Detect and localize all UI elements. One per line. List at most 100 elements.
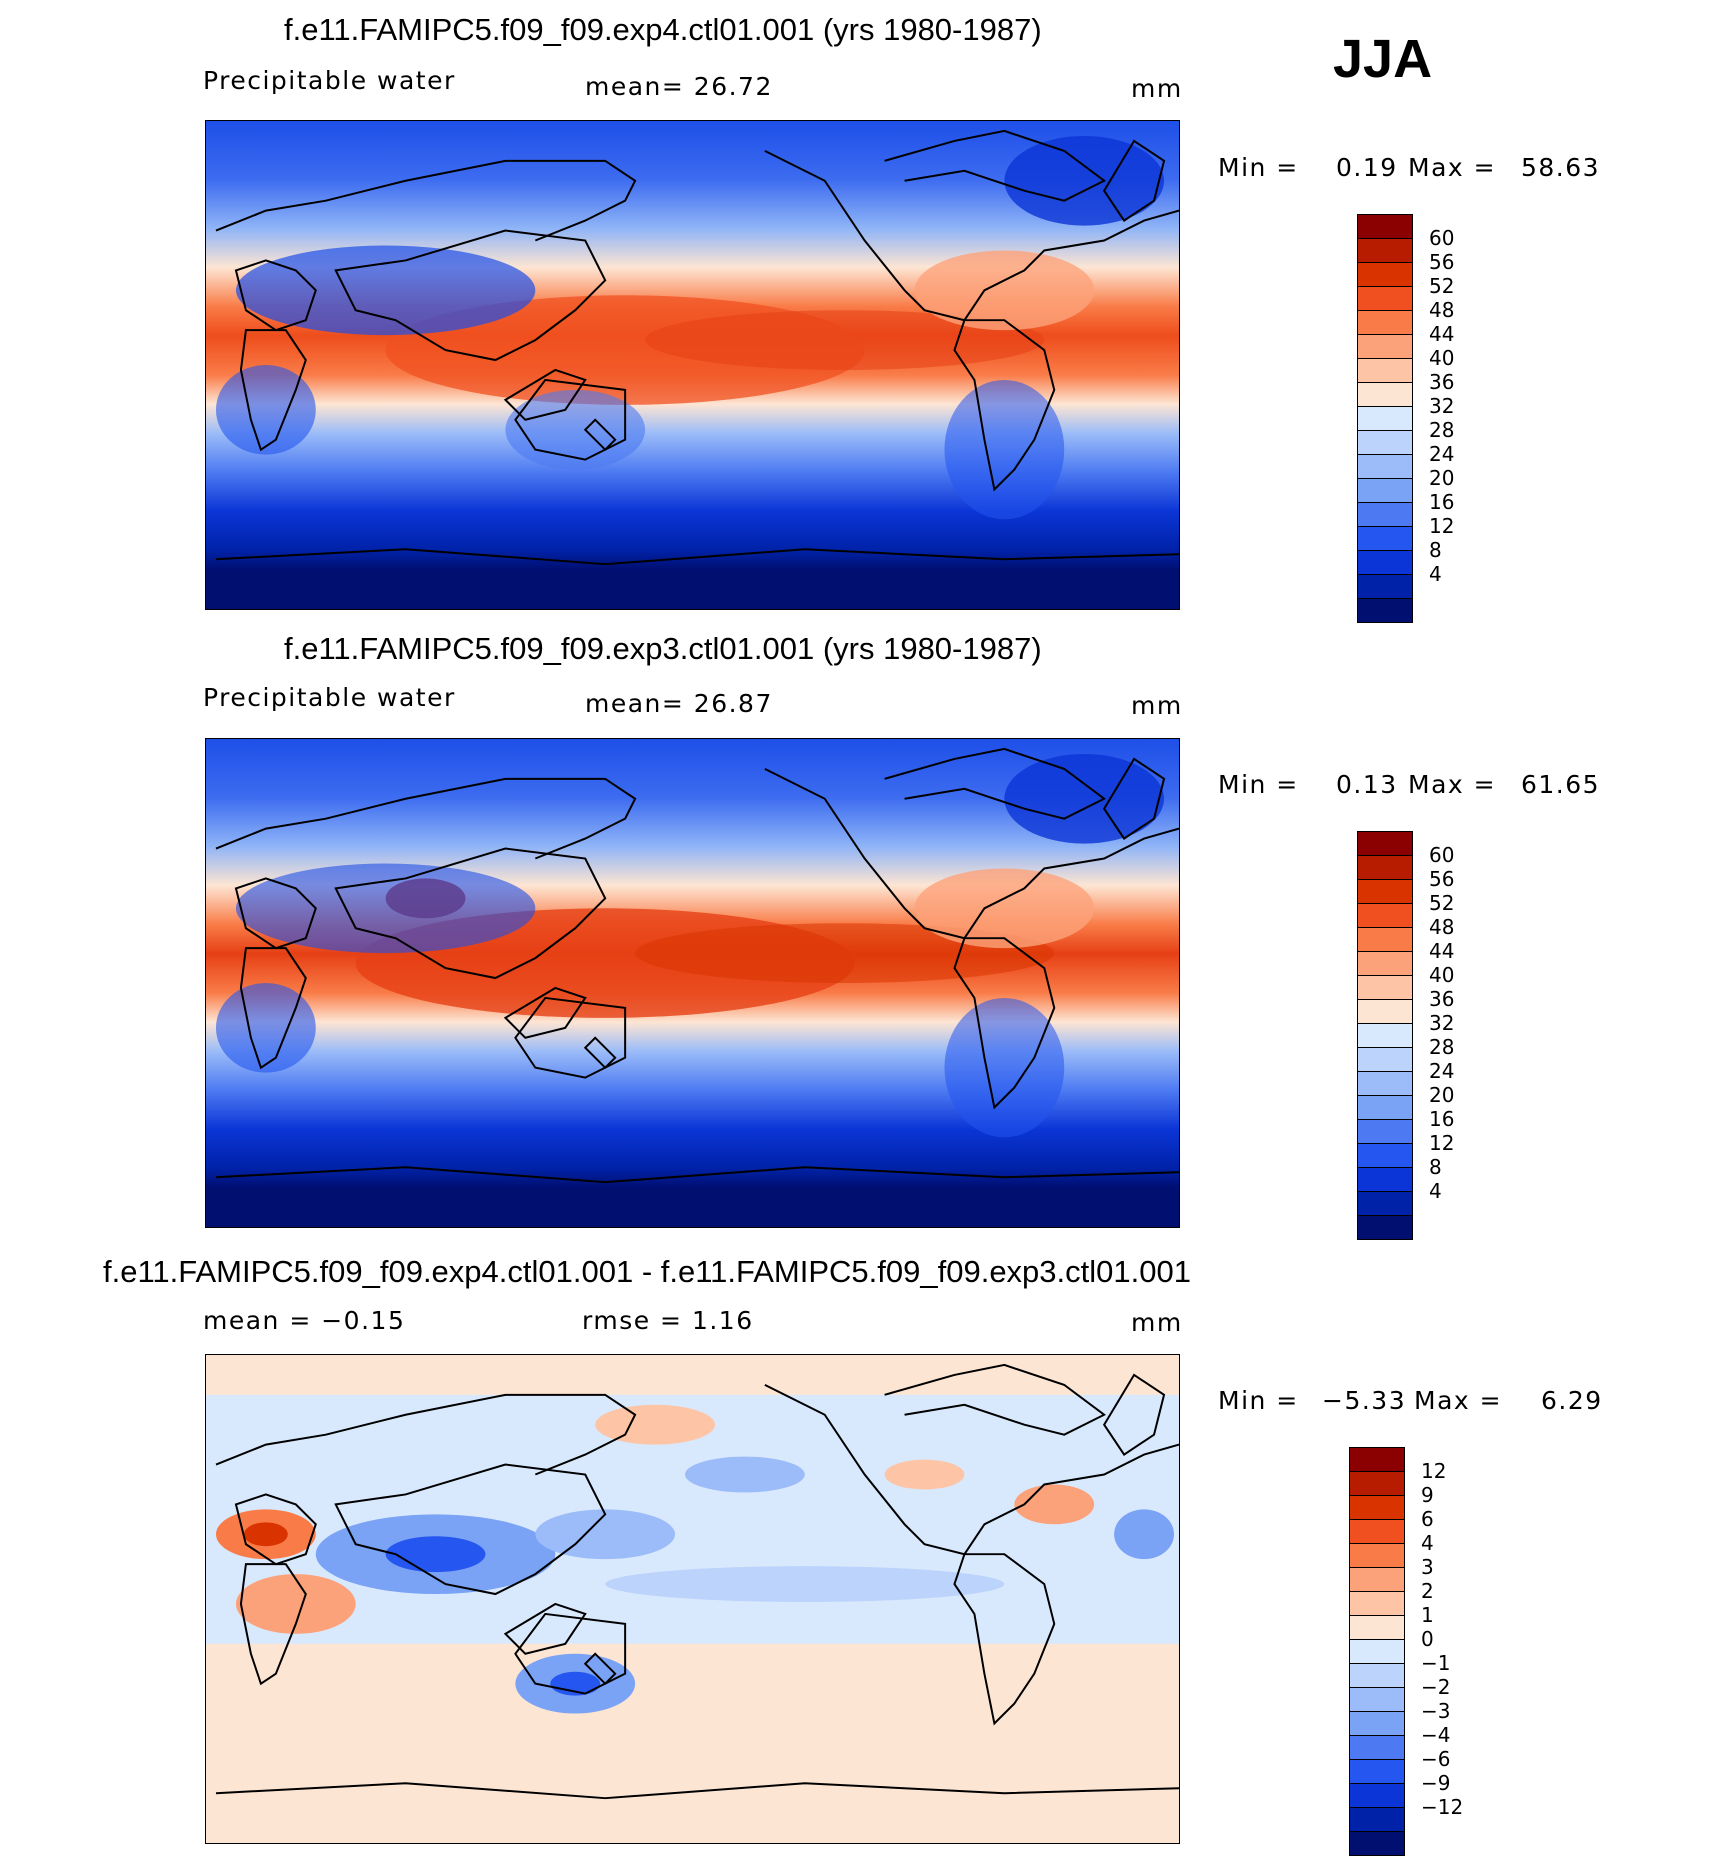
colorbar-tick-label: 9 [1421, 1483, 1434, 1507]
colorbar-swatch [1349, 1783, 1405, 1808]
colorbar-tick-label: 4 [1421, 1531, 1434, 1555]
colorbar-swatch [1357, 1167, 1413, 1192]
colorbar-tick-label: 60 [1429, 226, 1455, 250]
colorbar-swatch [1357, 526, 1413, 551]
panel2-max-label: Max = [1408, 770, 1497, 799]
colorbar-tick-label: 12 [1429, 514, 1455, 538]
colorbar-tick-label: 8 [1429, 1155, 1442, 1179]
colorbar-swatch [1357, 855, 1413, 880]
colorbar-swatch [1349, 1639, 1405, 1664]
colorbar-tick-label: 52 [1429, 891, 1455, 915]
colorbar-swatch [1357, 598, 1413, 623]
colorbar-swatch [1349, 1663, 1405, 1688]
panel1-mean: mean= 26.72 [585, 72, 773, 101]
colorbar-swatch [1357, 430, 1413, 455]
colorbar-tick-label: 12 [1429, 1131, 1455, 1155]
colorbar-tick-label: −4 [1421, 1723, 1451, 1747]
colorbar-tick-label: −12 [1421, 1795, 1464, 1819]
colorbar-swatch [1357, 1191, 1413, 1216]
panel3-max-label: Max = [1414, 1386, 1503, 1415]
colorbar-swatch [1357, 238, 1413, 263]
colorbar-swatch [1357, 550, 1413, 575]
panel3-map [205, 1354, 1180, 1844]
colorbar-swatch [1349, 1735, 1405, 1760]
panel2-map [205, 738, 1180, 1228]
colorbar-swatch [1349, 1615, 1405, 1640]
colorbar-tick-label: 32 [1429, 394, 1455, 418]
colorbar-tick-label: 60 [1429, 843, 1455, 867]
colorbar-tick-label: 56 [1429, 867, 1455, 891]
colorbar-tick-label: −6 [1421, 1747, 1451, 1771]
panel3-title: f.e11.FAMIPC5.f09_f09.exp4.ctl01.001 - f… [103, 1254, 1191, 1289]
colorbar-swatch [1357, 454, 1413, 479]
colorbar-swatch [1357, 1143, 1413, 1168]
colorbar-tick-label: 24 [1429, 1059, 1455, 1083]
panel1-max-label: Max = [1408, 153, 1497, 182]
colorbar-swatch [1357, 214, 1413, 239]
season-label: JJA [1333, 29, 1433, 89]
colorbar-tick-label: 20 [1429, 466, 1455, 490]
colorbar-tick-label: 24 [1429, 442, 1455, 466]
colorbar-tick-label: 3 [1421, 1555, 1434, 1579]
colorbar-swatch [1357, 502, 1413, 527]
colorbar-tick-label: 32 [1429, 1011, 1455, 1035]
panel2-title: f.e11.FAMIPC5.f09_f09.exp3.ctl01.001 (yr… [284, 631, 1042, 666]
colorbar-swatch [1349, 1567, 1405, 1592]
colorbar-tick-label: 16 [1429, 1107, 1455, 1131]
colorbar-swatch [1349, 1831, 1405, 1856]
colorbar-tick-label: 52 [1429, 274, 1455, 298]
colorbar-tick-label: 8 [1429, 538, 1442, 562]
panel2-max-value: 61.65 [1521, 770, 1601, 799]
colorbar-tick-label: 28 [1429, 418, 1455, 442]
panel3-min-label: Min = [1218, 1386, 1299, 1415]
colorbar-swatch [1349, 1687, 1405, 1712]
colorbar-tick-label: 0 [1421, 1627, 1434, 1651]
colorbar-tick-label: 56 [1429, 250, 1455, 274]
colorbar-tick-label: 1 [1421, 1603, 1434, 1627]
colorbar-swatch [1357, 1047, 1413, 1072]
panel2-variable: Precipitable water [203, 683, 456, 712]
colorbar-swatch [1357, 406, 1413, 431]
colorbar-swatch [1357, 879, 1413, 904]
panel2-mean: mean= 26.87 [585, 689, 773, 718]
colorbar-swatch [1357, 951, 1413, 976]
panel1-variable: Precipitable water [203, 66, 456, 95]
panel1-max-value: 58.63 [1521, 153, 1601, 182]
colorbar-tick-label: −9 [1421, 1771, 1451, 1795]
colorbar-tick-label: 12 [1421, 1459, 1447, 1483]
colorbar-swatch [1349, 1519, 1405, 1544]
panel3-map-svg [206, 1355, 1179, 1843]
panel1-title: f.e11.FAMIPC5.f09_f09.exp4.ctl01.001 (yr… [284, 12, 1042, 47]
panel3-rmse: rmse = 1.16 [582, 1306, 754, 1335]
colorbar-swatch [1349, 1759, 1405, 1784]
panel3-min-value: −5.33 [1322, 1386, 1407, 1415]
colorbar-tick-label: −2 [1421, 1675, 1451, 1699]
colorbar-swatch [1349, 1591, 1405, 1616]
panel1-units: mm [1131, 74, 1183, 103]
colorbar-tick-label: 40 [1429, 346, 1455, 370]
colorbar-swatch [1357, 358, 1413, 383]
panel2-map-svg [206, 739, 1179, 1227]
colorbar-swatch [1357, 286, 1413, 311]
colorbar-tick-label: 4 [1429, 562, 1442, 586]
colorbar-swatch [1357, 1119, 1413, 1144]
colorbar-swatch [1357, 574, 1413, 599]
panel3-mean: mean = −0.15 [203, 1306, 406, 1335]
colorbar-tick-label: 16 [1429, 490, 1455, 514]
panel2-min-label: Min = [1218, 770, 1299, 799]
colorbar-tick-label: 44 [1429, 322, 1455, 346]
panel1-min-label: Min = [1218, 153, 1299, 182]
colorbar-tick-label: 20 [1429, 1083, 1455, 1107]
colorbar-tick-label: 28 [1429, 1035, 1455, 1059]
panel2-units: mm [1131, 691, 1183, 720]
colorbar-tick-label: 48 [1429, 915, 1455, 939]
panel3-units: mm [1131, 1308, 1183, 1337]
panel3-max-value: 6.29 [1541, 1386, 1603, 1415]
colorbar-swatch [1357, 334, 1413, 359]
panel2-min-value: 0.13 [1336, 770, 1398, 799]
colorbar-tick-label: 36 [1429, 370, 1455, 394]
colorbar-swatch [1349, 1807, 1405, 1832]
panel1-map-svg [206, 121, 1179, 609]
colorbar-swatch [1357, 999, 1413, 1024]
colorbar-swatch [1357, 310, 1413, 335]
